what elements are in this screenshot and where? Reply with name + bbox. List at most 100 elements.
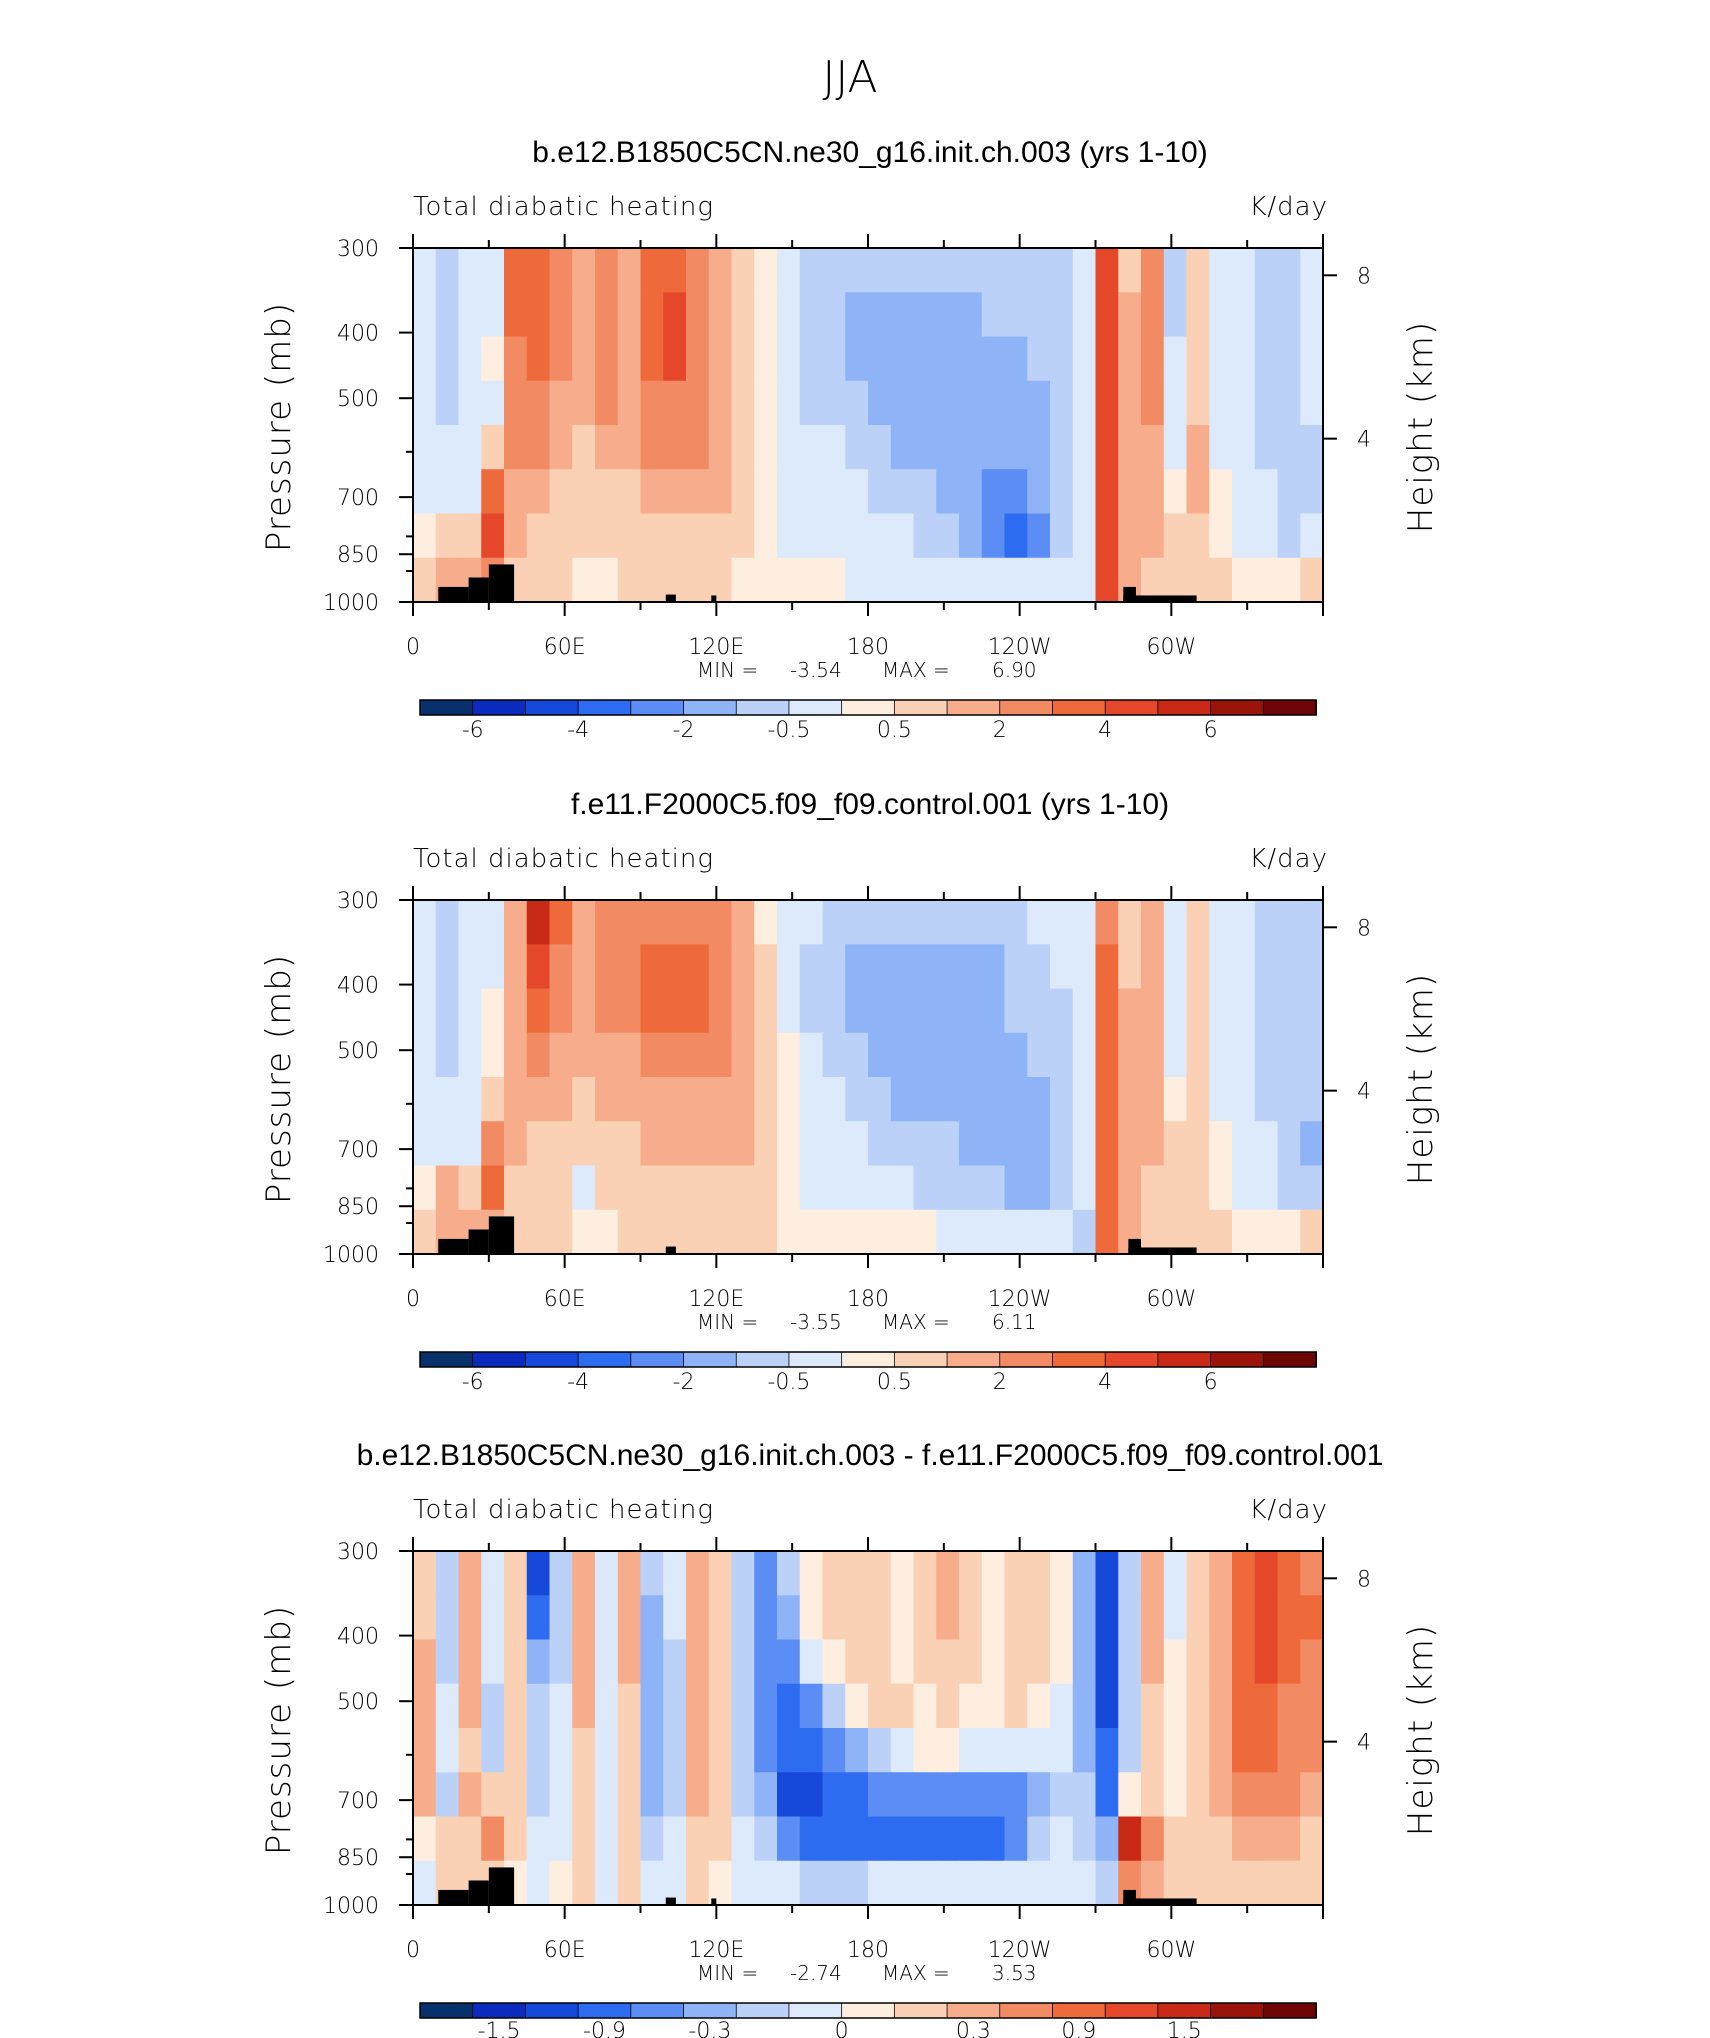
heatmap-cell xyxy=(845,425,869,470)
heatmap-cell xyxy=(1072,1209,1097,1255)
heatmap-cell xyxy=(1277,1121,1301,1167)
land-mask xyxy=(468,577,489,602)
heatmap-cell xyxy=(822,1639,846,1685)
heatmap-cell xyxy=(936,1683,960,1729)
heatmap-cell xyxy=(1072,988,1097,1034)
heatmap-cell xyxy=(1004,1728,1028,1773)
y-tick-label: 850 xyxy=(337,1195,379,1220)
heatmap-cell xyxy=(1141,1121,1165,1167)
colorbar-label: -0.5 xyxy=(767,718,810,743)
land-mask xyxy=(468,1229,489,1254)
heatmap-cell xyxy=(1050,1121,1074,1167)
heatmap-cell xyxy=(731,425,755,470)
heatmap-cell xyxy=(504,1772,528,1818)
heatmap-cell xyxy=(1118,248,1142,293)
heatmap-cell xyxy=(1209,292,1233,338)
heatmap-cell xyxy=(526,1077,551,1122)
heatmap-cell xyxy=(777,1551,801,1596)
heatmap-cell xyxy=(595,1728,619,1773)
heatmap-cell xyxy=(1027,1816,1051,1862)
heatmap-cell xyxy=(1186,1639,1210,1685)
heatmap-cell xyxy=(936,513,960,559)
colorbar-swatch xyxy=(419,699,474,716)
heatmap-cell xyxy=(959,380,983,426)
heatmap-cell xyxy=(936,1728,960,1773)
heatmap-cell xyxy=(481,292,505,338)
heatmap-cell xyxy=(686,1728,710,1773)
colorbar-swatch xyxy=(1052,2002,1107,2019)
land-mask xyxy=(438,1238,469,1254)
heatmap-cell xyxy=(981,1595,1006,1641)
heatmap-cell xyxy=(595,380,619,426)
heatmap-cell xyxy=(617,292,642,338)
colorbar-swatch xyxy=(1262,1351,1317,1368)
heatmap-cell xyxy=(1004,425,1028,470)
colorbar-swatch xyxy=(683,699,738,716)
heatmap-cell xyxy=(1004,988,1028,1034)
heatmap-cell xyxy=(640,1551,664,1596)
heatmap-cell xyxy=(1232,292,1256,338)
heatmap-cell xyxy=(1004,469,1028,515)
heatmap-cell xyxy=(1277,1595,1301,1641)
heatmap-cell xyxy=(1141,292,1165,338)
heatmap-cell xyxy=(936,292,960,338)
height-tick-label: 4 xyxy=(1357,1080,1371,1105)
heatmap-cell xyxy=(481,1772,505,1818)
heatmap-cell xyxy=(1118,1077,1142,1122)
heatmap-cell xyxy=(1095,944,1119,990)
heatmap-cell xyxy=(1163,292,1188,338)
heatmap-cell xyxy=(777,1121,801,1167)
heatmap-cell xyxy=(777,1032,801,1078)
heatmap-cell xyxy=(1004,380,1028,426)
heatmap-cell xyxy=(1300,425,1324,470)
heatmap-cell xyxy=(959,1639,983,1685)
heatmap-cell xyxy=(913,1860,937,1906)
heatmap-cell xyxy=(1004,944,1028,990)
colorbar-swatch xyxy=(1104,2002,1159,2019)
heatmap-cell xyxy=(913,1121,937,1167)
heatmap-cell xyxy=(890,1728,915,1773)
heatmap-cell xyxy=(413,1165,437,1211)
heatmap-cell xyxy=(595,1860,619,1906)
heatmap-cell xyxy=(845,1209,869,1255)
heatmap-cell xyxy=(686,1165,710,1211)
heatmap-cell xyxy=(686,1639,710,1685)
heatmap-cell xyxy=(595,557,619,603)
heatmap-cell xyxy=(708,469,733,515)
heatmap-cell xyxy=(458,944,482,990)
colorbar-label: -6 xyxy=(462,1370,484,1395)
panel-1-ylabel-right: Height (km) xyxy=(1401,321,1441,533)
heatmap-cell xyxy=(1277,380,1301,426)
heatmap-cell xyxy=(845,1860,869,1906)
heatmap-cell xyxy=(731,988,755,1034)
heatmap-cell xyxy=(526,1683,551,1729)
heatmap-cell xyxy=(413,469,437,515)
heatmap-cell xyxy=(754,988,778,1034)
heatmap-cell xyxy=(1050,380,1074,426)
heatmap-cell xyxy=(754,1209,778,1255)
heatmap-cell xyxy=(936,1209,960,1255)
heatmap-cell xyxy=(617,1728,642,1773)
land-mask xyxy=(488,1216,515,1254)
heatmap-cell xyxy=(413,1032,437,1078)
heatmap-cell xyxy=(413,425,437,470)
heatmap-cell xyxy=(981,248,1006,293)
heatmap-cell xyxy=(1186,944,1210,990)
heatmap-cell xyxy=(1277,513,1301,559)
heatmap-cell xyxy=(413,1209,437,1255)
heatmap-cell xyxy=(1141,336,1165,382)
heatmap-cell xyxy=(981,1077,1006,1122)
heatmap-cell xyxy=(868,944,892,990)
heatmap-cell xyxy=(799,1032,824,1078)
heatmap-cell xyxy=(799,1165,824,1211)
heatmap-cell xyxy=(504,988,528,1034)
heatmap-cell xyxy=(686,944,710,990)
heatmap-cell xyxy=(435,1772,460,1818)
heatmap-cell xyxy=(1163,469,1188,515)
heatmap-cell xyxy=(936,1595,960,1641)
heatmap-cell xyxy=(1209,988,1233,1034)
heatmap-cell xyxy=(663,513,687,559)
heatmap-cell xyxy=(913,425,937,470)
colorbar-label: 0.5 xyxy=(877,718,912,743)
heatmap-cell xyxy=(481,1639,505,1685)
